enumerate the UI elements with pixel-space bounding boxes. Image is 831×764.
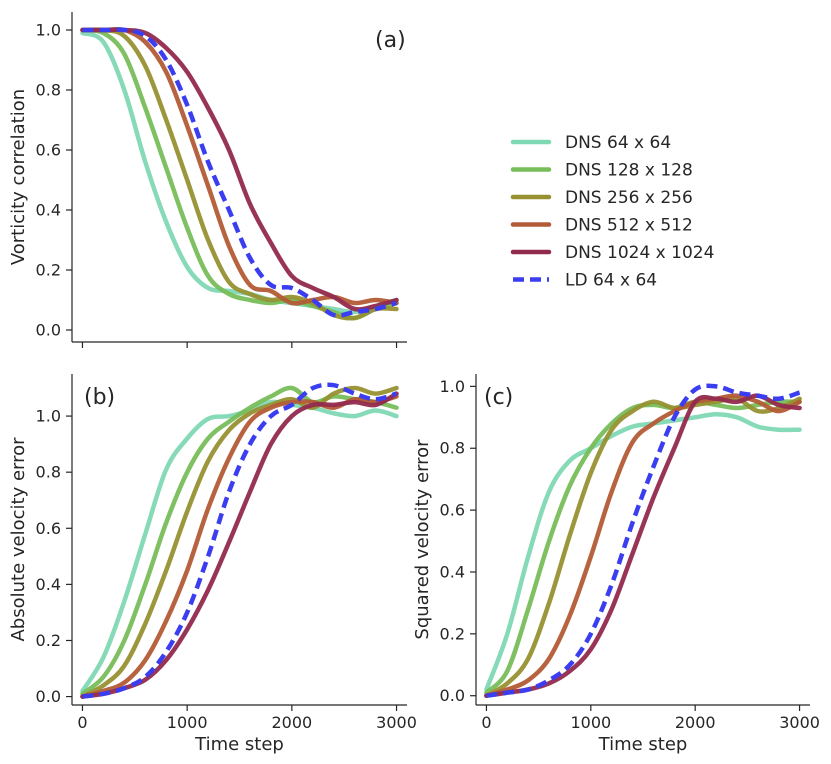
series-line-dns-64-x-64 bbox=[484, 411, 802, 692]
panel-label: (b) bbox=[84, 385, 115, 410]
series-line-dns-256-x-256 bbox=[484, 396, 802, 698]
y-tick-label: 0.6 bbox=[440, 501, 465, 520]
x-axis-label: Time step bbox=[598, 734, 688, 755]
y-tick-label: 0.8 bbox=[440, 439, 465, 458]
legend: DNS 64 x 64 DNS 128 x 128 DNS 256 x 256 DNS… bbox=[510, 133, 714, 291]
legend-label: DNS 64 x 64 bbox=[565, 133, 671, 153]
legend-label: DNS 256 x 256 bbox=[565, 188, 693, 208]
x-tick-label: 3000 bbox=[376, 713, 417, 732]
y-tick-label: 0.8 bbox=[36, 463, 61, 482]
x-tick-label: 2000 bbox=[271, 713, 312, 732]
y-axis-label: Absolute velocity error bbox=[8, 437, 29, 642]
x-tick-label: 1000 bbox=[167, 713, 208, 732]
series-line-ld-64-x-64 bbox=[82, 382, 398, 699]
series-line-ld-64-x-64 bbox=[82, 27, 398, 318]
y-tick-label: 1.0 bbox=[36, 21, 61, 40]
legend-label: LD 64 x 64 bbox=[565, 271, 657, 291]
y-tick-label: 1.0 bbox=[36, 407, 61, 426]
x-tick-label: 0 bbox=[77, 713, 87, 732]
y-tick-label: 0.2 bbox=[36, 261, 61, 280]
panel-c: 0.0 0.2 0.4 0.6 0.8 1.0 0 1000 2000 3000 Squared v… bbox=[412, 374, 820, 755]
y-tick-label: 0.2 bbox=[440, 624, 465, 643]
y-tick-label: 1.0 bbox=[440, 377, 465, 396]
x-axis-label: Time step bbox=[194, 734, 284, 755]
y-tick-label: 0.6 bbox=[36, 141, 61, 160]
series-line-dns-512-x-512 bbox=[80, 26, 399, 306]
series-line-dns-512-x-512 bbox=[80, 394, 399, 699]
legend-label: DNS 128 x 128 bbox=[565, 161, 693, 181]
y-tick-label: 0.6 bbox=[36, 519, 61, 538]
y-tick-label: 0.4 bbox=[440, 562, 465, 581]
panel-a: 0.0 0.2 0.4 0.6 0.8 1.0 Vorticity correlation (… bbox=[8, 12, 407, 348]
y-tick-label: 0.8 bbox=[36, 81, 61, 100]
x-tick-label: 1000 bbox=[570, 713, 611, 732]
panel-b: 0.0 0.2 0.4 0.6 0.8 1.0 0 1000 2000 3000 Absolute … bbox=[8, 374, 417, 755]
legend-label: DNS 512 x 512 bbox=[565, 216, 693, 236]
y-axis-label: Vorticity correlation bbox=[8, 89, 29, 265]
y-tick-label: 0.0 bbox=[36, 687, 61, 706]
x-tick-label: 2000 bbox=[675, 713, 716, 732]
y-tick-label: 0.4 bbox=[36, 575, 61, 594]
x-tick-label: 0 bbox=[481, 713, 491, 732]
series-line-ld-64-x-64 bbox=[486, 383, 801, 698]
y-axis-label: Squared velocity error bbox=[412, 439, 433, 640]
series-line-dns-128-x-128 bbox=[80, 385, 399, 697]
panel-label: (c) bbox=[484, 385, 513, 410]
legend-label: DNS 1024 x 1024 bbox=[565, 243, 714, 263]
x-tick-label: 3000 bbox=[779, 713, 820, 732]
series-line-dns-256-x-256 bbox=[80, 27, 399, 321]
y-tick-label: 0.0 bbox=[440, 686, 465, 705]
y-tick-label: 0.0 bbox=[36, 321, 61, 340]
panel-label: (a) bbox=[375, 28, 406, 53]
y-tick-label: 0.4 bbox=[36, 201, 61, 220]
series-line-dns-64-x-64 bbox=[80, 399, 399, 694]
y-tick-label: 0.2 bbox=[36, 631, 61, 650]
series-line-dns-64-x-64 bbox=[80, 30, 399, 315]
